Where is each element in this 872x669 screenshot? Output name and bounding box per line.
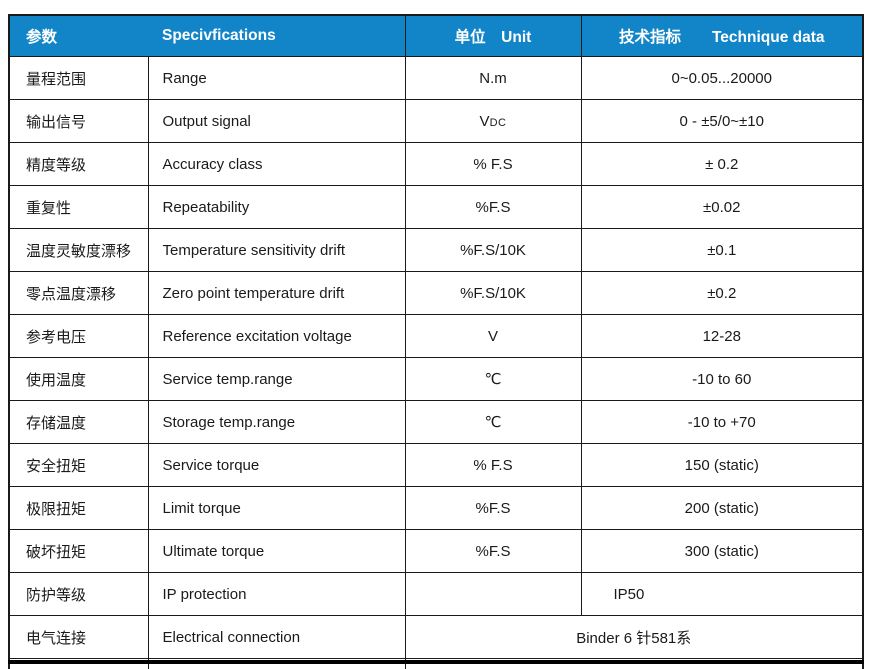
row-unit: % F.S — [404, 142, 582, 186]
row-spec-label: Temperature sensitivity drift — [147, 228, 406, 272]
row-param-label: 重复性 — [8, 185, 149, 229]
unit-text: ℃ — [484, 414, 502, 431]
row-technique-value: 200 (static) — [580, 486, 864, 530]
table-row: 量程范围 Range N.m 0~0.05...20000 — [8, 56, 864, 100]
row-technique-value: ±0.2 — [580, 271, 864, 315]
row-param-label: 参考电压 — [8, 314, 149, 358]
row-param-label: 量程范围 — [8, 56, 149, 100]
table-row: 精度等级 Accuracy class % F.S ± 0.2 — [8, 142, 864, 186]
unit-text: %F.S — [475, 542, 511, 560]
table-row: 温度灵敏度漂移 Temperature sensitivity drift %F.S… — [8, 228, 864, 272]
row-spec-label: Storage temp.range — [147, 400, 406, 444]
row-param-label: 使用温度 — [8, 357, 149, 401]
row-spec-label: Zero point temperature drift — [147, 271, 406, 315]
unit-text: %F.S — [475, 499, 511, 517]
table-row: 破坏扭矩 Ultimate torque %F.S 300 (static) — [8, 529, 864, 573]
row-param-label: 输出信号 — [8, 99, 149, 143]
row-param-label: 防护等级 — [8, 572, 149, 616]
header-cell-param: 参数 — [9, 15, 148, 57]
row-spec-label: Limit torque — [147, 486, 406, 530]
row-param-label: 破坏扭矩 — [8, 529, 149, 573]
table-row: 安全扭矩 Service torque % F.S 150 (static) — [8, 443, 864, 487]
unit-text: %F.S — [475, 198, 511, 216]
row-unit: N.m — [404, 56, 582, 100]
header-cell-specifications: Specivfications — [148, 15, 405, 57]
unit-text: % F.S — [473, 456, 513, 474]
header-cell-technique-data: 技术指标 Technique data — [580, 15, 863, 57]
header-row: 参数 Specivfications 单位 Unit 技术指标 Techniqu… — [9, 15, 863, 57]
row-unit: VDC — [404, 99, 582, 143]
row-param-label: 温度灵敏度漂移 — [8, 228, 149, 272]
row-param-label: 零点温度漂移 — [8, 271, 149, 315]
row-param-label: 极限扭矩 — [8, 486, 149, 530]
table-row: 极限扭矩 Limit torque %F.S 200 (static) — [8, 486, 864, 530]
row-merged-value: Binder 6 针581系 — [404, 615, 864, 659]
row-technique-value: 300 (static) — [580, 529, 864, 573]
bottom-rule-divider — [8, 660, 864, 664]
row-param-label: 电气连接 — [8, 615, 149, 659]
row-param-label: 安全扭矩 — [8, 443, 149, 487]
row-spec-label: Output signal — [147, 99, 406, 143]
row-unit: V — [404, 314, 582, 358]
table-row: 使用温度 Service temp.range ℃ -10 to 60 — [8, 357, 864, 401]
row-param-label: 存储温度 — [8, 400, 149, 444]
unit-text: ℃ — [484, 371, 502, 388]
row-unit: ℃ — [404, 400, 582, 444]
table-row: 零点温度漂移 Zero point temperature drift %F.S/1… — [8, 271, 864, 315]
table-row: 重复性 Repeatability %F.S ±0.02 — [8, 185, 864, 229]
row-spec-label: Range — [147, 56, 406, 100]
table-row: 防护等级 IP protection IP50 — [8, 572, 864, 616]
row-technique-value: ±0.02 — [580, 185, 864, 229]
unit-text: V — [479, 112, 490, 130]
row-spec-label: IP protection — [147, 572, 406, 616]
unit-text: N.m — [479, 69, 507, 87]
row-technique-value: ± 0.2 — [580, 142, 864, 186]
header-cell-unit: 单位 Unit — [404, 15, 581, 57]
row-spec-label: Accuracy class — [147, 142, 406, 186]
row-spec-label: Repeatability — [147, 185, 406, 229]
row-spec-label: Service torque — [147, 443, 406, 487]
unit-subscript: DC — [489, 116, 507, 129]
row-unit: %F.S — [404, 486, 582, 530]
unit-text: %F.S/10K — [460, 284, 526, 302]
row-unit: %F.S/10K — [404, 228, 582, 272]
row-technique-value: 150 (static) — [580, 443, 864, 487]
row-technique-value: 12-28 — [580, 314, 864, 358]
row-spec-label: Electrical connection — [147, 615, 406, 659]
table-row: 输出信号 Output signal VDC 0 - ±5/0~±10 — [8, 99, 864, 143]
table-row: 电气连接 Electrical connection Binder 6 针581系 — [8, 615, 864, 659]
row-unit: %F.S — [404, 529, 582, 573]
row-technique-value: 0~0.05...20000 — [580, 56, 864, 100]
row-unit: ℃ — [404, 357, 582, 401]
row-technique-value: 0 - ±5/0~±10 — [580, 99, 864, 143]
row-unit: % F.S — [404, 443, 582, 487]
row-unit: %F.S — [404, 185, 582, 229]
unit-text: % F.S — [473, 155, 513, 173]
unit-text: %F.S/10K — [460, 241, 526, 259]
row-param-label: 精度等级 — [8, 142, 149, 186]
row-spec-label: Ultimate torque — [147, 529, 406, 573]
unit-text: V — [487, 327, 498, 345]
row-spec-label: Service temp.range — [147, 357, 406, 401]
row-technique-value: ±0.1 — [580, 228, 864, 272]
spec-table: 参数 Specivfications 单位 Unit 技术指标 Techniqu… — [8, 14, 864, 669]
table-row: 存储温度 Storage temp.range ℃ -10 to +70 — [8, 400, 864, 444]
row-technique-value: -10 to 60 — [580, 357, 864, 401]
table-row: 参考电压 Reference excitation voltage V 12-28 — [8, 314, 864, 358]
row-technique-value: IP50 — [580, 572, 864, 616]
row-unit: %F.S/10K — [404, 271, 582, 315]
row-technique-value: -10 to +70 — [580, 400, 864, 444]
row-spec-label: Reference excitation voltage — [147, 314, 406, 358]
row-unit — [404, 572, 582, 616]
